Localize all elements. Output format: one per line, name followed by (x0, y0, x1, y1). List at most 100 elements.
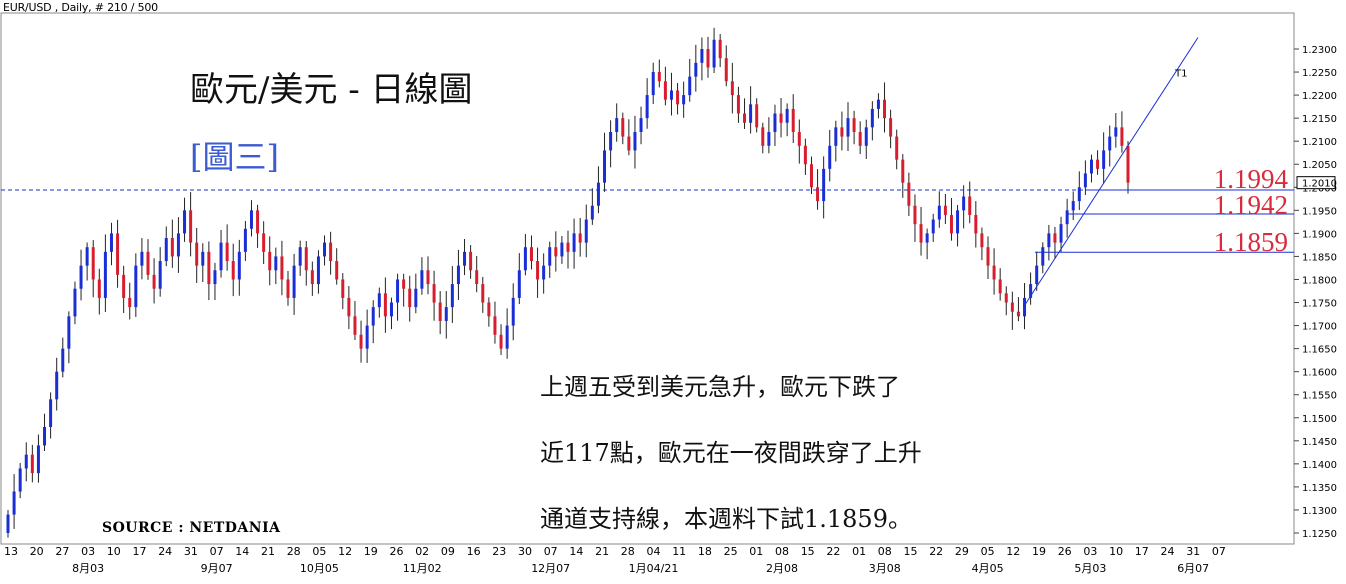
candle-body (603, 150, 607, 183)
x-tick-label: 10 (107, 545, 121, 558)
month-label: 1月04/21 (629, 562, 679, 575)
candle-body (164, 237, 168, 262)
candle-body (949, 214, 953, 234)
x-tick-label: 12 (1006, 545, 1020, 558)
candle-body (511, 297, 515, 326)
candle-body (1126, 145, 1130, 183)
y-tick-label: 1.1650 (1302, 345, 1337, 356)
candle-body (889, 118, 893, 137)
trendline-t1 (1023, 37, 1199, 307)
candle-body (627, 136, 631, 151)
figure-label: [圖三] (190, 138, 279, 176)
y-tick-label: 1.2100 (1302, 137, 1337, 148)
plot-border (0, 12, 1295, 545)
x-tick-label: 15 (904, 545, 918, 558)
candle-body (91, 247, 95, 280)
y-axis: 1.2300 1.2250 1.2200 1.2150 1.2100 1.2050 1.20… (1294, 45, 1337, 540)
candle-body (389, 302, 393, 317)
x-tick-label: 16 (467, 545, 481, 558)
candle-body (128, 297, 132, 308)
month-label: 2月08 (766, 562, 798, 575)
candle-body (49, 399, 53, 427)
x-tick-label: 03 (1083, 545, 1097, 558)
candle-body (755, 104, 759, 128)
candle-body (517, 270, 521, 298)
candle-body (109, 233, 113, 252)
candle-body (481, 284, 485, 303)
candles-group (6, 27, 1130, 538)
candle-body (383, 293, 387, 317)
candle-body (170, 237, 174, 257)
candle-body (426, 270, 430, 285)
candle-body (743, 113, 747, 123)
candle-body (152, 274, 156, 289)
chart-header: EUR/USD , Daily, # 210 / 500 (3, 1, 158, 14)
candle-body (365, 325, 369, 349)
overlays-group: T1 (1, 37, 1294, 307)
candle-body (816, 187, 820, 202)
candle-body (12, 491, 16, 515)
x-tick-label: 27 (55, 545, 69, 558)
candle-body (669, 90, 673, 100)
current-price-label: 1.2010 (1302, 179, 1337, 190)
candle-body (870, 108, 874, 128)
candle-body (688, 76, 692, 96)
candle-body (353, 316, 357, 335)
x-tick-label: 22 (826, 545, 840, 558)
candle-body (1077, 187, 1081, 202)
candle-body (809, 164, 813, 188)
x-tick-label: 09 (441, 545, 455, 558)
candle-body (1041, 247, 1045, 266)
candle-body (846, 118, 850, 137)
y-tick-label: 1.1900 (1302, 229, 1337, 240)
y-tick-label: 1.1450 (1302, 437, 1337, 448)
candle-body (55, 371, 59, 400)
candle-body (274, 256, 278, 271)
x-tick-label: 17 (1135, 545, 1149, 558)
annotation-line: 上週五受到美元急升，歐元下跌了 (540, 373, 900, 401)
candle-body (1023, 297, 1027, 317)
candle-body (797, 131, 801, 146)
x-tick-label: 14 (235, 545, 249, 558)
candle-body (103, 251, 107, 298)
x-tick-label: 28 (287, 545, 301, 558)
x-tick-label: 18 (698, 545, 712, 558)
candle-body (749, 104, 753, 123)
candle-body (280, 256, 284, 280)
candle-body (402, 279, 406, 289)
trendline-label: T1 (1174, 69, 1187, 80)
candle-body (676, 90, 680, 105)
candle-body (1004, 293, 1008, 303)
x-tick-label: 17 (133, 545, 147, 558)
annotation-line: 通道支持線，本週料下試1.1859。 (540, 505, 912, 533)
candle-body (43, 426, 47, 446)
candle-body (36, 445, 40, 474)
candle-body (645, 95, 649, 119)
month-label: 9月07 (201, 562, 233, 575)
candle-body (1029, 284, 1033, 298)
candle-body (828, 145, 832, 169)
x-tick-label: 02 (415, 545, 429, 558)
candle-body (621, 118, 625, 137)
x-tick-label: 11 (672, 545, 686, 558)
candle-body (682, 95, 686, 105)
candle-body (316, 256, 320, 285)
candle-body (931, 219, 935, 234)
candle-body (779, 113, 783, 123)
candle-body (310, 270, 314, 285)
candle-body (609, 131, 613, 151)
candle-body (785, 108, 789, 123)
candle-body (408, 288, 412, 308)
candle-body (1071, 201, 1075, 211)
candle-body (919, 224, 923, 243)
candle-body (201, 251, 205, 266)
month-label: 10月05 (300, 562, 339, 575)
candle-body (791, 108, 795, 132)
x-tick-label: 26 (390, 545, 404, 558)
current-price-box (1296, 176, 1336, 190)
candle-body (207, 251, 211, 285)
x-tick-label: 19 (364, 545, 378, 558)
y-tick-label: 1.1300 (1302, 506, 1337, 517)
candle-body (852, 118, 856, 132)
candle-body (584, 219, 588, 243)
